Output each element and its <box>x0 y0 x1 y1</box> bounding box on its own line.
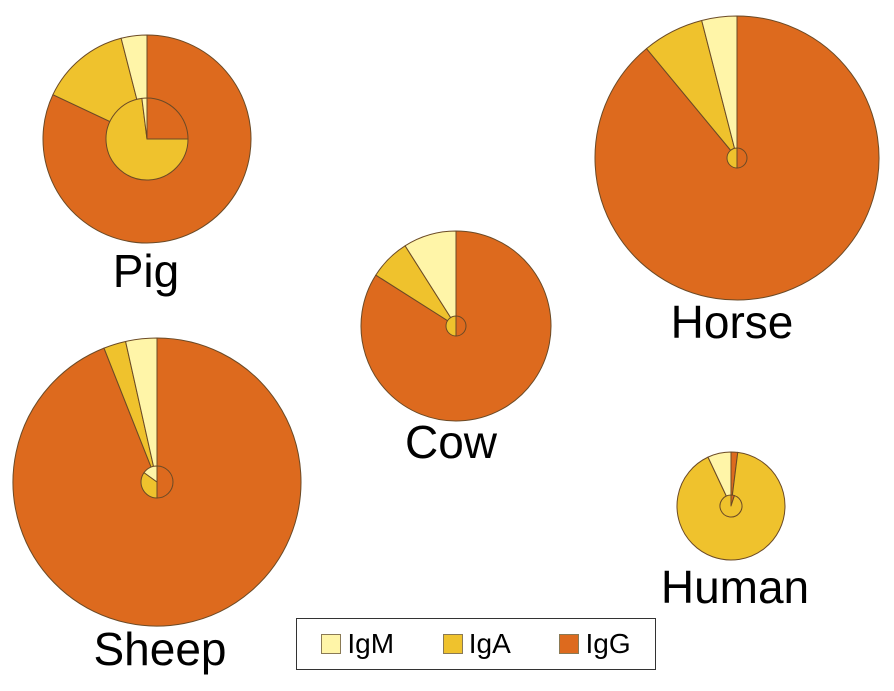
pie-horse-inner-iga-slice <box>726 147 738 169</box>
pie-cow-outer-igm-slice <box>404 230 457 327</box>
pie-horse <box>594 15 880 301</box>
pie-label-pig: Pig <box>113 245 179 297</box>
pie-human-inner-iga-slice <box>719 494 743 518</box>
legend-label-iga: IgA <box>468 628 511 659</box>
legend-item-igg: IgG <box>559 628 631 660</box>
pie-horse-inner-igg-slice <box>736 147 748 169</box>
pie-sheep-inner-igm-slice <box>143 465 158 483</box>
pie-pig <box>42 34 252 244</box>
pie-pig-inner-igm-slice <box>141 97 148 140</box>
pie-label-sheep: Sheep <box>93 623 226 675</box>
pie-cow-inner-iga-slice <box>445 315 457 337</box>
pie-cow <box>360 230 552 422</box>
pie-label-human: Human <box>661 561 809 613</box>
pie-sheep-outer-igm-slice <box>125 337 158 483</box>
pie-cow-inner-igg-slice <box>455 315 467 337</box>
legend-swatch-igg <box>559 634 580 654</box>
pie-sheep <box>12 337 302 627</box>
legend-item-igm: IgM <box>321 628 394 660</box>
legend-swatch-iga <box>442 634 463 654</box>
pie-pig-inner-igg-slice <box>146 97 189 140</box>
legend-item-iga: IgA <box>442 628 511 660</box>
legend-label-igm: IgM <box>347 628 395 659</box>
pie-label-horse: Horse <box>671 296 794 348</box>
pie-horse-outer-igm-slice <box>701 15 738 159</box>
pie-sheep-inner-iga-slice <box>140 472 158 499</box>
legend: IgM IgA IgG <box>296 618 656 670</box>
labels-layer: Pig Horse Cow Sheep Human <box>93 245 809 675</box>
pie-human-outer-igm-slice <box>707 451 732 507</box>
legend-label-igg: IgG <box>585 628 631 659</box>
pie-sheep-inner-igg-slice <box>156 465 174 499</box>
pies-layer <box>12 15 880 627</box>
pie-label-cow: Cow <box>405 416 498 468</box>
pie-human <box>676 451 786 561</box>
legend-swatch-igm <box>321 634 342 654</box>
